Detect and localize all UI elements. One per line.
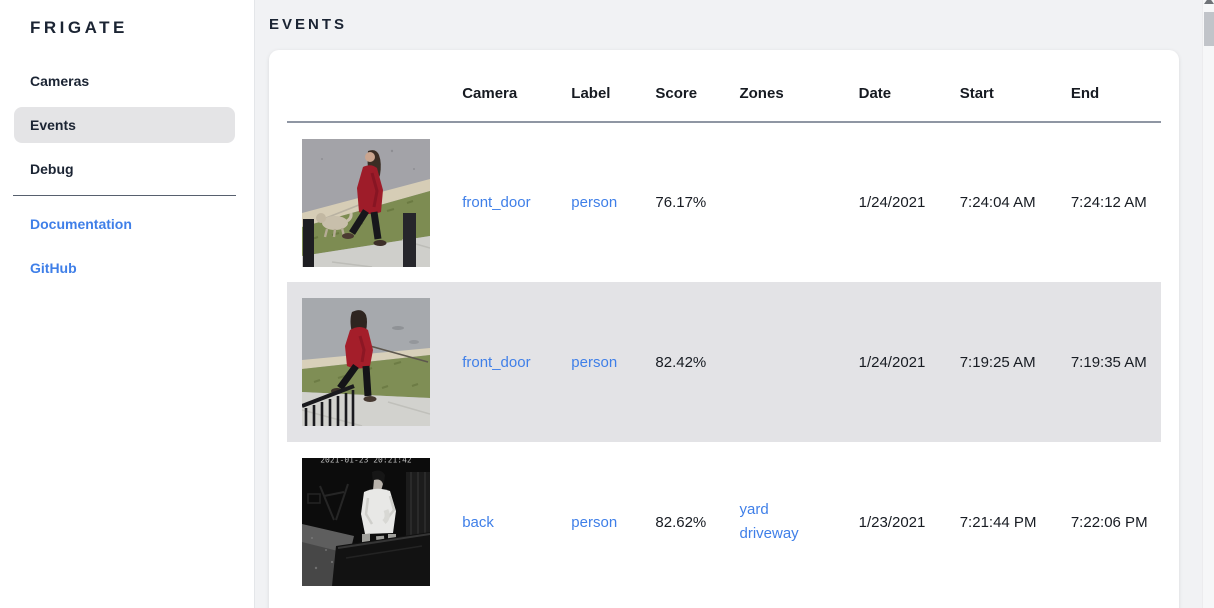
event-thumbnail[interactable] [302, 139, 430, 267]
header-date: Date [858, 50, 960, 123]
zones-cell [739, 282, 858, 442]
header-end: End [1070, 50, 1161, 123]
score-value: 82.42% [655, 353, 707, 371]
header-thumbnail [287, 50, 463, 123]
sidebar-item-cameras[interactable]: Cameras [30, 73, 90, 89]
table-row[interactable]: front_door person 82.42% 1/24/2021 7:19:… [287, 282, 1161, 442]
score-value: 76.17% [655, 194, 707, 211]
camera-link[interactable]: front_door [462, 194, 531, 211]
camera-link[interactable]: front_door [462, 353, 531, 371]
end-time: 7:24:12 AM [1070, 194, 1147, 211]
date-value: 1/24/2021 [858, 353, 926, 371]
sidebar-item-debug[interactable]: Debug [30, 161, 74, 177]
main-content: EVENTS Camera Label Score Zones Date Sta… [256, 0, 1202, 608]
end-time: 7:22:06 PM [1070, 513, 1148, 531]
events-table: Camera Label Score Zones Date Start End … [287, 50, 1161, 602]
date-value: 1/23/2021 [858, 513, 926, 531]
events-table-body: front_door person 76.17% 1/24/2021 7:24:… [287, 122, 1161, 602]
event-thumbnail[interactable] [302, 298, 430, 426]
start-time: 7:21:44 PM [959, 513, 1037, 531]
end-time: 7:19:35 AM [1070, 353, 1147, 371]
app-title: FRIGATE [30, 18, 128, 37]
events-card: Camera Label Score Zones Date Start End … [269, 50, 1179, 608]
page-title: EVENTS [269, 16, 348, 33]
zone-link[interactable]: yard [739, 501, 769, 518]
table-row[interactable]: back person 82.62% yard driveway 1/23/202… [287, 442, 1161, 602]
score-value: 82.62% [655, 513, 707, 531]
header-score: Score [655, 50, 740, 123]
start-time: 7:19:25 AM [959, 353, 1036, 371]
header-start: Start [959, 50, 1071, 123]
zones-cell [739, 122, 858, 282]
table-row[interactable]: front_door person 76.17% 1/24/2021 7:24:… [287, 122, 1161, 282]
start-time: 7:24:04 AM [959, 194, 1036, 211]
sidebar-item-events[interactable]: Events [14, 107, 235, 143]
sidebar-item-documentation[interactable]: Documentation [30, 216, 132, 232]
label-link[interactable]: person [571, 194, 618, 211]
zones-cell: yard driveway [739, 442, 858, 602]
scrollbar-up-arrow-icon[interactable] [1203, 0, 1214, 4]
event-thumbnail[interactable] [302, 458, 430, 586]
sidebar: FRIGATE Cameras Events Debug Documentati… [0, 0, 255, 608]
header-label: Label [571, 50, 656, 123]
camera-link[interactable]: back [462, 513, 494, 531]
sidebar-divider [13, 195, 236, 196]
header-camera: Camera [462, 50, 572, 123]
label-link[interactable]: person [571, 513, 618, 531]
sidebar-nav: Cameras Events Debug Documentation GitHu… [0, 63, 254, 286]
sidebar-item-github[interactable]: GitHub [30, 260, 77, 276]
zone-link[interactable]: driveway [739, 525, 799, 542]
date-value: 1/24/2021 [858, 194, 926, 211]
label-link[interactable]: person [571, 353, 618, 371]
table-header-row: Camera Label Score Zones Date Start End [287, 50, 1161, 123]
header-zones: Zones [739, 50, 859, 123]
scrollbar-thumb[interactable] [1204, 12, 1214, 46]
scrollbar[interactable] [1202, 0, 1214, 608]
